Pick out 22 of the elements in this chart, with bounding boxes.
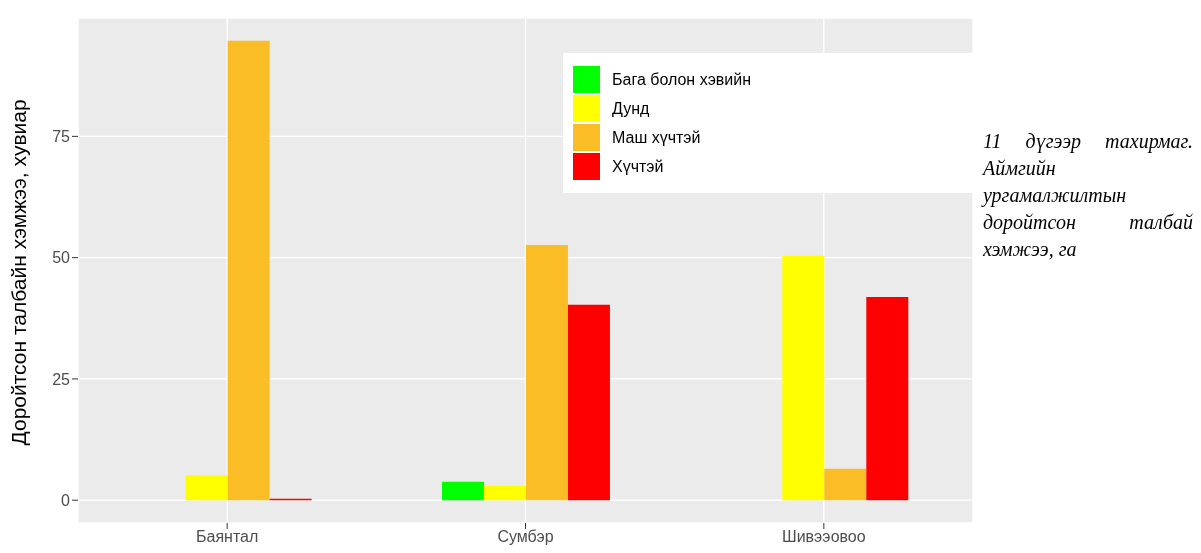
bar	[567, 304, 610, 501]
bar	[824, 468, 867, 501]
legend-label: Дунд	[612, 99, 650, 118]
text: 11 дүгээр тахирмаг. Аймгийн ургамалжилтын доройтсон талбай хэмжээ, га	[983, 129, 1193, 262]
bar	[441, 481, 484, 501]
bar	[483, 485, 526, 501]
bar	[866, 296, 909, 501]
bar	[185, 474, 228, 501]
bar	[525, 245, 568, 501]
y-tick-label: 50	[52, 249, 71, 267]
y-axis-title: Доройтсон талбайн хэмжээ, хувиар	[7, 99, 31, 446]
y-tick-label: 75	[52, 128, 71, 146]
x-tick-label: Шивээовоо	[782, 528, 866, 546]
x-tick-label: Баянтал	[196, 528, 259, 546]
bar	[782, 255, 825, 501]
legend-label: Бага болон хэвийн	[612, 70, 752, 89]
legend-label: Маш хүчтэй	[612, 128, 701, 147]
x-tick-label: Сумбэр	[497, 528, 554, 546]
y-tick-label: 25	[52, 370, 71, 388]
bar	[227, 40, 270, 501]
legend-label: Хүчтэй	[612, 157, 664, 176]
y-tick-label: 0	[61, 491, 71, 509]
